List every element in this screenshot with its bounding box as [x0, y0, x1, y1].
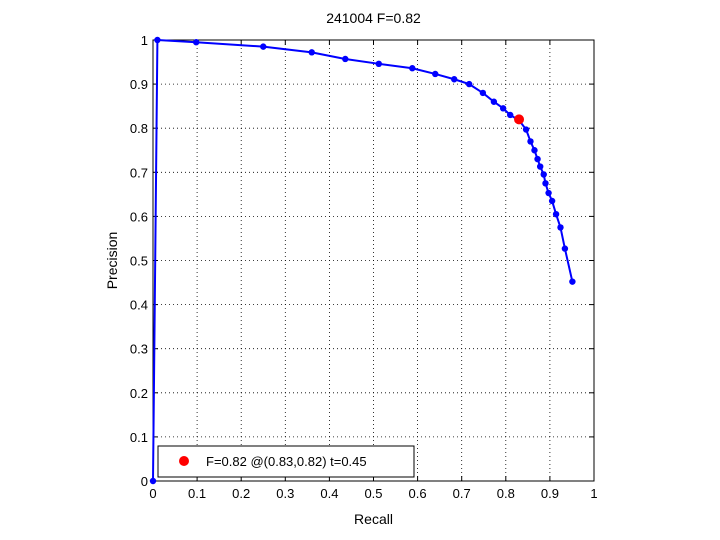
x-tick-label: 0.4: [320, 486, 338, 501]
y-tick-label: 0.5: [130, 254, 148, 269]
legend-box: [157, 445, 415, 478]
x-tick-label: 0.6: [409, 486, 427, 501]
pr-curve-point: [308, 49, 315, 56]
pr-curve-point: [536, 163, 544, 170]
x-tick-label: 0.3: [276, 486, 294, 501]
pr-curve-point: [561, 245, 569, 252]
y-tick-label: 0.7: [130, 165, 148, 180]
y-tick-label: 0.3: [130, 342, 148, 357]
pr-curve-point: [507, 111, 514, 119]
y-tick-label: 0.8: [130, 121, 148, 136]
pr-curve-point: [552, 210, 560, 218]
pr-curve-point: [545, 189, 552, 197]
pr-curve-point: [534, 155, 541, 163]
y-axis-label: Precision: [104, 232, 120, 290]
x-tick-labels: 0 0.1 0.2 0.3 0.4 0.5 0.6 0.7 0.8 0.9 1: [149, 486, 597, 501]
pr-curve-point: [149, 477, 157, 485]
y-tick-label: 0.4: [130, 298, 148, 313]
pr-curve-point: [260, 43, 267, 50]
y-tick-label: 0.2: [130, 386, 148, 401]
pr-curve-point: [542, 180, 549, 187]
x-tick-label: 0: [149, 486, 156, 501]
pr-curve-point: [540, 171, 547, 178]
axes-box: [152, 39, 595, 482]
pr-curve-point: [527, 138, 534, 145]
pr-curve-point: [548, 197, 556, 205]
pr-curve-point: [490, 98, 498, 105]
pr-curve-point: [154, 36, 161, 44]
legend-label: F=0.82 @(0.83,0.82) t=0.45: [206, 454, 367, 469]
legend-marker: [179, 456, 189, 466]
series: [149, 36, 576, 485]
pr-curve-point: [531, 147, 538, 154]
pr-curve-point: [451, 76, 458, 83]
y-tick-label: 0.6: [130, 209, 148, 224]
y-tick-label: 0.1: [130, 430, 148, 445]
grid: [153, 40, 594, 481]
pr-curve-point: [479, 89, 487, 97]
pr-curve-point: [193, 39, 200, 46]
pr-curve-point: [375, 60, 382, 68]
pr-curve-point: [557, 224, 564, 231]
y-tick-label: 0: [141, 474, 148, 489]
pr-curve-point: [499, 105, 507, 112]
x-tick-label: 0.5: [364, 486, 382, 501]
pr-curve-point: [342, 55, 349, 63]
x-tick-label: 0.8: [497, 486, 515, 501]
pr-curve-point: [409, 65, 416, 72]
best-f-marker: [514, 114, 525, 125]
y-tick-label: 1: [141, 33, 148, 48]
pr-curve-point: [465, 80, 473, 88]
x-axis-label: Recall: [354, 511, 393, 527]
y-tick-label: 0.9: [130, 77, 148, 92]
pr-curve-point: [522, 126, 530, 133]
x-tick-label: 0.9: [541, 486, 559, 501]
pr-curve-point: [569, 278, 576, 285]
chart-title: 241004 F=0.82: [326, 10, 421, 26]
y-tick-labels: 0 0.1 0.2 0.3 0.4 0.5 0.6 0.7 0.8 0.9 1: [130, 33, 148, 489]
x-tick-label: 0.2: [232, 486, 250, 501]
pr-curve-point: [432, 70, 439, 78]
legend: F=0.82 @(0.83,0.82) t=0.45: [157, 445, 415, 478]
x-tick-label: 0.7: [453, 486, 471, 501]
x-tick-label: 0.1: [188, 486, 206, 501]
x-tick-label: 1: [590, 486, 597, 501]
